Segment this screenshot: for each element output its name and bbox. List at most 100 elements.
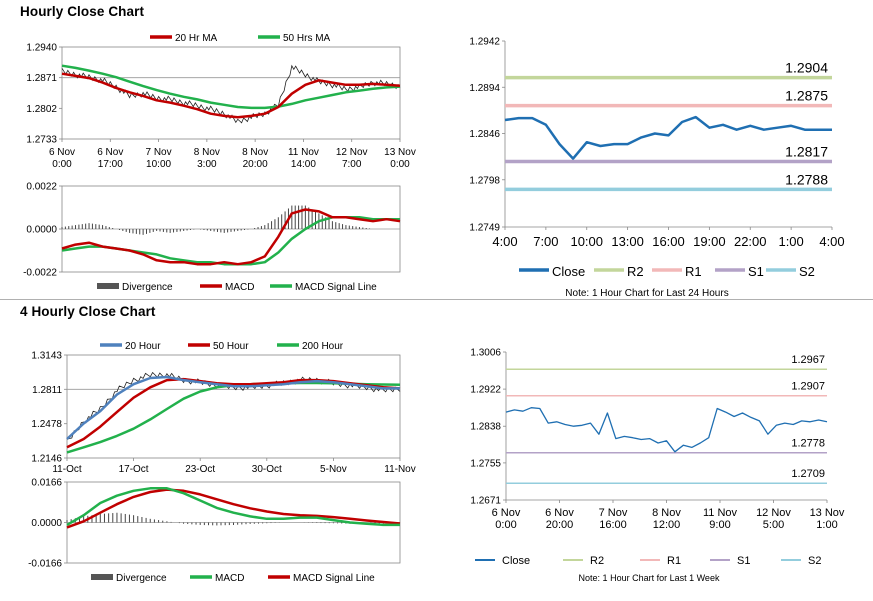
four-hourly-price-y-tick-label: 1.2146 — [31, 454, 62, 465]
weekly-levels-y-tick-label: 1.2838 — [470, 422, 501, 433]
hourly-price-x-tick-label: 7 Nov — [146, 147, 172, 158]
weekly-levels-x-tick-label: 12 Nov — [756, 507, 791, 519]
four-hourly-price-x-tick-label: 11-Nov — [384, 464, 416, 475]
hourly-price-x-tick-label: 7:00 — [342, 159, 362, 170]
four-hourly-macd-legend-label: MACD Signal Line — [293, 573, 375, 584]
hourly-macd-y-tick-label: 0.0000 — [26, 225, 57, 236]
hourly-levels-legend-label: R1 — [685, 264, 702, 279]
weekly-levels-y-tick-label: 1.2755 — [470, 458, 501, 469]
hourly-levels-x-tick-label: 16:00 — [652, 234, 685, 249]
hourly-price-x-tick-label: 11 Nov — [288, 147, 319, 158]
weekly-levels-y-tick-label: 1.2922 — [470, 385, 501, 396]
hourly-price-x-tick-label: 12 Nov — [336, 147, 368, 158]
four-hourly-macd-legend-label: MACD — [215, 573, 244, 584]
weekly-levels-x-tick-label: 1:00 — [816, 519, 837, 531]
weekly-levels-x-tick-label: 7 Nov — [599, 507, 628, 519]
hourly-section-title: Hourly Close Chart — [20, 4, 145, 19]
hourly-levels-y-tick-label: 1.2749 — [469, 223, 500, 234]
hourly-price-close-line — [61, 64, 401, 124]
weekly-levels-x-tick-label: 13 Nov — [810, 507, 845, 519]
weekly-levels-x-tick-label: 8 Nov — [652, 507, 681, 519]
hourly-macd-line — [61, 208, 401, 266]
four-hourly-price-y-tick-label: 1.2811 — [32, 385, 62, 396]
four-hourly-macd-legend-label: Divergence — [116, 573, 167, 584]
hourly-price-x-tick-label: 6 Nov — [97, 147, 123, 158]
four-hourly-macd-y-tick-label: 0.0000 — [31, 518, 62, 529]
hourly-price-legend-label: 20 Hr MA — [175, 33, 218, 44]
hourly-price-y-tick-label: 1.2871 — [26, 73, 57, 84]
hourly-levels-x-tick-label: 4:00 — [492, 234, 517, 249]
weekly-levels-legend-label: R2 — [590, 555, 604, 567]
hourly-levels-legend-label: R2 — [627, 264, 644, 279]
hourly-levels-y-tick-label: 1.2894 — [469, 83, 500, 94]
weekly-level-label-s2: 1.2709 — [791, 468, 825, 480]
hourly-price-x-tick-label: 6 Nov — [49, 147, 75, 158]
hourly-price-x-tick-label: 0:00 — [390, 159, 410, 170]
hourly-price-x-tick-label: 20:00 — [243, 159, 268, 170]
weekly-levels-x-tick-label: 11 Nov — [703, 507, 738, 519]
four-hourly-macd-signal-line — [66, 488, 401, 529]
four-hourly-price-legend-label: 20 Hour — [125, 341, 161, 352]
hourly-levels-x-tick-label: 13:00 — [611, 234, 644, 249]
hourly-price-y-tick-label: 1.2802 — [26, 104, 57, 115]
hourly-levels-legend-label: S2 — [799, 264, 815, 279]
hourly-levels-close-line — [504, 115, 832, 160]
hourly-price-x-tick-label: 17:00 — [98, 159, 123, 170]
weekly-levels-x-tick-label: 6 Nov — [545, 507, 574, 519]
hourly-levels-x-tick-label: 22:00 — [734, 234, 767, 249]
hourly-levels-y-tick-label: 1.2846 — [469, 129, 500, 140]
hourly-levels-legend-label: Close — [552, 264, 585, 279]
hourly-price-x-tick-label: 8 Nov — [194, 147, 220, 158]
weekly-level-label-r2: 1.2967 — [791, 354, 825, 366]
level-label-s1: 1.2817 — [785, 143, 828, 159]
four-hourly-price-y-tick-label: 1.3143 — [31, 351, 62, 362]
hourly-levels-x-tick-label: 10:00 — [570, 234, 603, 249]
weekly-levels-x-tick-label: 5:00 — [763, 519, 784, 531]
hourly-price-frame — [61, 46, 401, 140]
hourly-levels-note: Note: 1 Hour Chart for Last 24 Hours — [565, 288, 728, 299]
weekly-levels-y-tick-label: 1.3006 — [470, 348, 501, 359]
section-divider — [0, 299, 873, 300]
hourly-price-x-tick-label: 14:00 — [291, 159, 316, 170]
weekly-levels-legend-label: S2 — [808, 555, 821, 567]
four-hourly-price-legend-label: 50 Hour — [213, 341, 249, 352]
hourly-price-x-tick-label: 13 Nov — [384, 147, 416, 158]
hourly-levels-y-tick-label: 1.2942 — [469, 37, 500, 48]
hourly-macd-legend-swatch — [97, 283, 119, 289]
hourly-price-y-tick-label: 1.2940 — [26, 43, 57, 54]
hourly-price-x-tick-label: 10:00 — [146, 159, 171, 170]
hourly-macd-legend-label: MACD Signal Line — [295, 282, 377, 293]
weekly-levels-x-tick-label: 16:00 — [599, 519, 627, 531]
weekly-levels-x-tick-label: 9:00 — [709, 519, 730, 531]
hourly-levels-legend-label: S1 — [748, 264, 764, 279]
four-hourly-macd-y-tick-label: 0.0166 — [31, 478, 62, 489]
hourly-ma50-line — [61, 64, 401, 110]
weekly-levels-y-tick-label: 1.2671 — [470, 496, 501, 507]
hourly-ma20-line — [61, 72, 401, 119]
hourly-levels-x-tick-label: 7:00 — [533, 234, 558, 249]
weekly-levels-note: Note: 1 Hour Chart for Last 1 Week — [579, 573, 720, 583]
hourly-macd-y-tick-label: -0.0022 — [23, 268, 57, 279]
four-hourly-price-x-tick-label: 11-Oct — [52, 464, 81, 475]
hourly-levels-y-tick-label: 1.2798 — [469, 175, 500, 186]
four-hourly-price-x-tick-label: 17-Oct — [119, 464, 149, 475]
level-label-s2: 1.2788 — [785, 171, 828, 187]
hourly-macd-y-tick-label: 0.0022 — [26, 182, 57, 193]
four-hourly-price-frame — [66, 354, 401, 459]
weekly-level-label-s1: 1.2778 — [791, 438, 825, 450]
weekly-levels-x-tick-label: 6 Nov — [492, 507, 521, 519]
weekly-level-label-r1: 1.2907 — [791, 381, 825, 393]
hourly-macd-signal-line — [61, 216, 400, 266]
hourly-price-y-tick-label: 1.2733 — [26, 135, 57, 146]
hourly-macd-legend-label: MACD — [225, 282, 254, 293]
hourly-levels-x-tick-label: 19:00 — [693, 234, 726, 249]
four-hourly-price-legend-label: 200 Hour — [302, 341, 344, 352]
four-hourly-price-x-tick-label: 30-Oct — [252, 464, 282, 475]
four-hourly-section-title: 4 Hourly Close Chart — [20, 304, 156, 319]
level-label-r1: 1.2875 — [785, 88, 828, 104]
hourly-levels-x-tick-label: 1:00 — [778, 234, 803, 249]
weekly-levels-close-line — [505, 407, 828, 453]
weekly-levels-legend-label: Close — [502, 555, 530, 567]
four-hourly-macd-y-tick-label: -0.0166 — [28, 559, 62, 570]
